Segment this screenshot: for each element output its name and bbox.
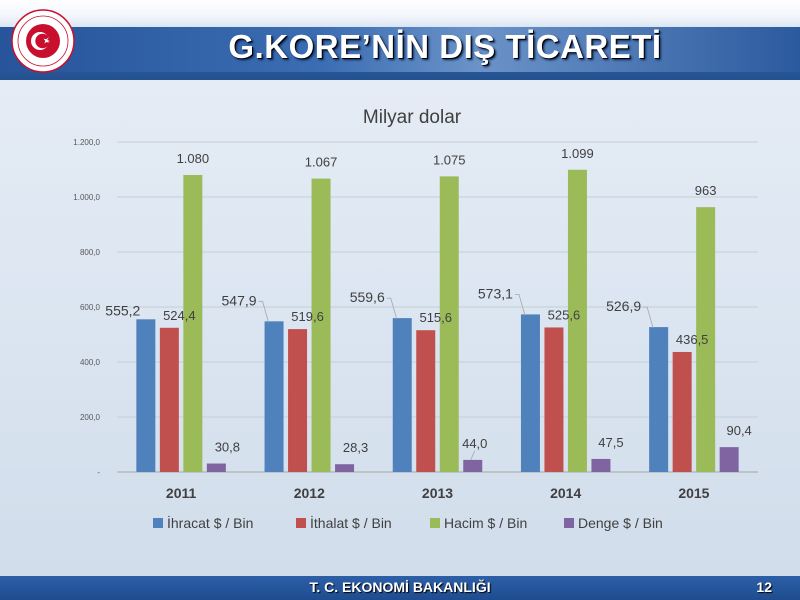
data-label-denge: 90,4 (726, 423, 751, 438)
footer-ministry: T. C. EKONOMİ BAKANLIĞI (309, 579, 491, 595)
data-label-ithalat: 436,5 (676, 332, 709, 347)
data-label-ithalat: 525,6 (548, 307, 581, 322)
ministry-logo-icon (11, 9, 75, 73)
y-tick-label: 600,0 (80, 303, 101, 312)
bar-ithalat-2011 (159, 327, 179, 472)
data-label-hacim: 963 (695, 183, 717, 198)
bar-ihracat-2015 (649, 327, 669, 472)
bar-denge-2014 (591, 458, 611, 472)
data-label-denge: 44,0 (462, 436, 487, 451)
data-label-hacim: 1.080 (177, 151, 210, 166)
data-label-ihracat: 555,2 (105, 302, 140, 318)
y-tick-label: 400,0 (80, 358, 101, 367)
bar-ihracat-2012 (264, 321, 284, 472)
bar-hacim-2014 (567, 169, 587, 472)
bar-ithalat-2015 (672, 351, 692, 472)
data-label-denge: 28,3 (343, 440, 368, 455)
bar-hacim-2015 (696, 207, 716, 473)
y-tick-label: 1.000,0 (73, 193, 100, 202)
data-labels: 555,2 547,9 559,6 573,1 526,9 524,4 519,6 515,6… (105, 146, 752, 455)
legend-swatch-denge (564, 518, 574, 528)
bar-denge-2012 (335, 464, 355, 472)
y-tick-label: 200,0 (80, 413, 101, 422)
label-connector (386, 297, 398, 320)
legend-label-ithalat: İthalat $ / Bin (310, 514, 392, 531)
label-connector (643, 306, 654, 329)
label-connectors (258, 293, 654, 461)
x-tick-label: 2015 (678, 485, 709, 501)
bar-ithalat-2012 (288, 329, 308, 472)
bar-ihracat-2014 (520, 314, 540, 472)
x-tick-label: 2014 (550, 485, 581, 501)
bars (136, 169, 739, 473)
data-label-hacim: 1.075 (433, 152, 466, 167)
x-axis: 2011 2012 2013 2014 2015 (166, 485, 710, 501)
chart-title: Milyar dolar (363, 107, 462, 128)
bar-denge-2013 (463, 459, 483, 472)
label-connector (470, 450, 476, 461)
data-label-ithalat: 519,6 (291, 309, 324, 324)
legend: İhracat $ / Bin İthalat $ / Bin Hacim $ / … (153, 514, 663, 531)
y-axis: - 200,0 400,0 600,0 800,0 1.000,0 1.200,0 (73, 138, 100, 477)
legend-swatch-ihracat (153, 518, 163, 528)
bar-ithalat-2013 (416, 330, 436, 472)
data-label-hacim: 1.099 (561, 146, 594, 161)
legend-label-hacim: Hacim $ / Bin (444, 515, 527, 531)
x-tick-label: 2013 (422, 485, 453, 501)
page-number: 12 (756, 579, 772, 595)
y-tick-label: 1.200,0 (73, 138, 100, 147)
slide-footer: T. C. EKONOMİ BAKANLIĞI 12 (0, 576, 800, 600)
x-tick-label: 2012 (294, 485, 325, 501)
data-label-hacim: 1.067 (305, 155, 338, 170)
legend-label-denge: Denge $ / Bin (578, 515, 663, 531)
data-label-ihracat: 547,9 (222, 292, 257, 308)
slide-header: G.KORE’NİN DIŞ TİCARETİ (0, 0, 800, 80)
data-label-ithalat: 524,4 (163, 308, 196, 323)
y-tick-label: - (97, 468, 100, 477)
data-label-denge: 47,5 (598, 435, 623, 450)
header-band (0, 27, 800, 72)
bar-ihracat-2013 (392, 318, 412, 472)
label-connector (258, 300, 269, 323)
trade-bar-chart: Milyar dolar - 200,0 400,0 600,0 800,0 1.000,… (73, 107, 758, 531)
bar-denge-2015 (719, 447, 739, 472)
data-label-ihracat: 559,6 (350, 289, 385, 305)
data-label-ihracat: 573,1 (478, 285, 513, 301)
label-connector (514, 293, 526, 316)
y-tick-label: 800,0 (80, 248, 101, 257)
legend-swatch-hacim (430, 518, 440, 528)
data-label-ithalat: 515,6 (419, 310, 452, 325)
x-tick-label: 2011 (166, 485, 197, 501)
bar-hacim-2013 (439, 176, 459, 472)
bar-hacim-2011 (183, 175, 203, 472)
bar-ihracat-2011 (136, 319, 156, 472)
legend-swatch-ithalat (296, 518, 306, 528)
bar-denge-2011 (206, 463, 226, 472)
slide-title: G.KORE’NİN DIŞ TİCARETİ (228, 28, 662, 65)
data-label-denge: 30,8 (215, 440, 240, 455)
data-label-ihracat: 526,9 (606, 298, 641, 314)
legend-label-ihracat: İhracat $ / Bin (167, 514, 253, 531)
bar-ithalat-2014 (544, 327, 564, 472)
bar-hacim-2012 (311, 178, 331, 472)
